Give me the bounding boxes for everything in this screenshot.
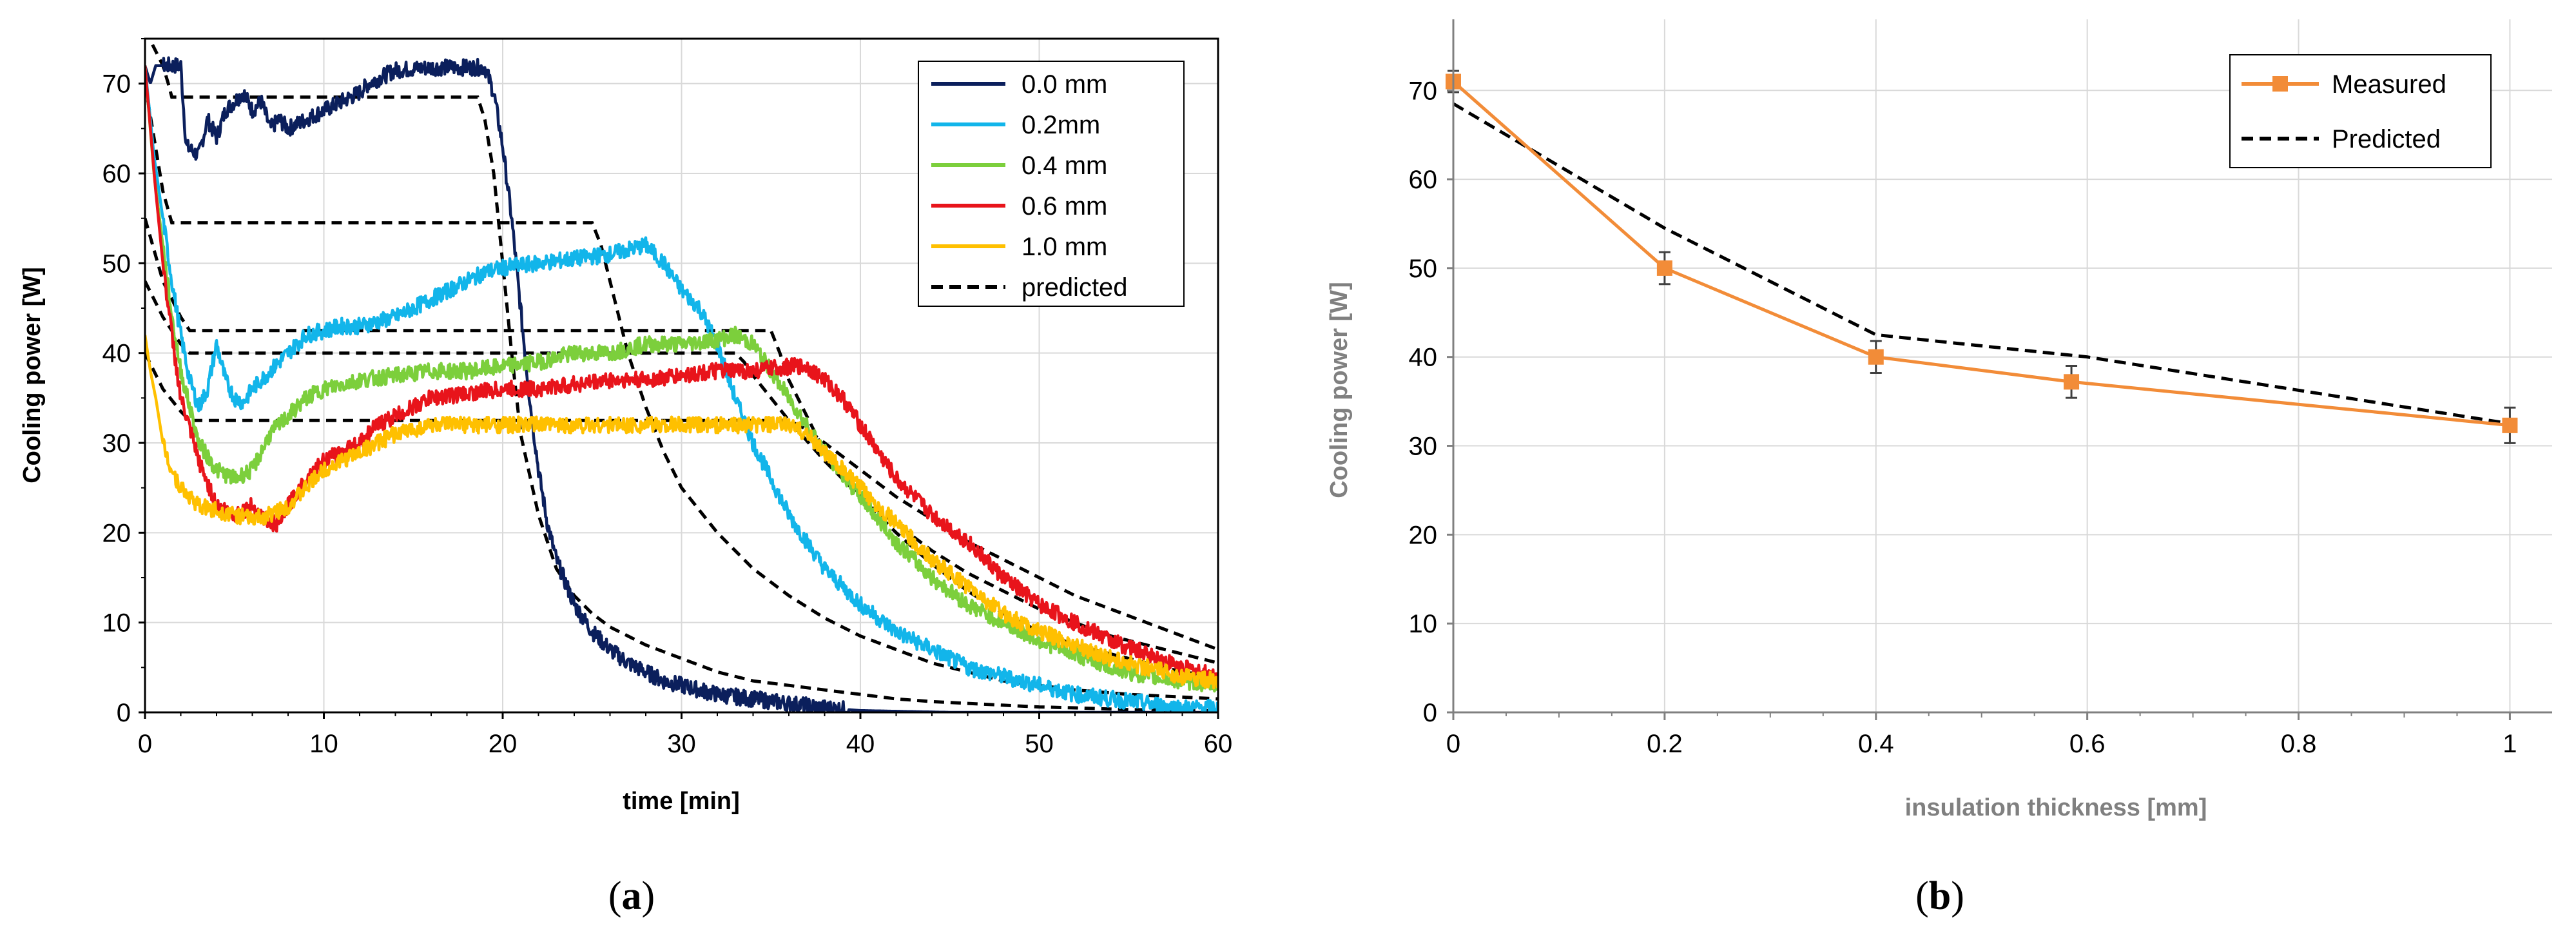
chart-a-y-axis-title: Cooling power [W] bbox=[19, 267, 46, 484]
chart-a-x-tick-label: 50 bbox=[1025, 730, 1054, 758]
chart-b-predicted-line bbox=[1452, 102, 2510, 425]
chart-a-x-tick-label: 0 bbox=[138, 730, 152, 758]
chart-b-measured-marker bbox=[2064, 374, 2080, 390]
chart-a-y-tick-label: 10 bbox=[102, 609, 131, 638]
chart-b-x-axis-title: insulation thickness [mm] bbox=[1905, 794, 2207, 821]
chart-a-y-tick-label: 0 bbox=[117, 699, 131, 727]
chart-b-x-tick-label: 1 bbox=[2503, 730, 2517, 758]
chart-b: 0 10 20 30 40 50 60 70 0 0.2 0.4 0.6 0.8 1 insulatio… bbox=[1326, 19, 2552, 821]
chart-a-y-tick-label: 60 bbox=[102, 160, 131, 188]
caption-a: (a) bbox=[608, 874, 655, 918]
chart-b-x-tick-label: 0.6 bbox=[2069, 730, 2106, 758]
chart-a-legend-label: 0.2mm bbox=[1022, 111, 1100, 139]
chart-a-y-tick-label: 30 bbox=[102, 429, 131, 458]
chart-a-x-axis-title: time [min] bbox=[623, 788, 740, 815]
chart-b-y-tick-label: 60 bbox=[1409, 166, 1438, 194]
chart-b-x-tick-label: 0.2 bbox=[1647, 730, 1683, 758]
chart-a-legend-label: 0.0 mm bbox=[1022, 70, 1107, 99]
chart-a-predicted-line bbox=[145, 83, 1218, 701]
chart-b-legend-marker bbox=[2272, 76, 2288, 92]
chart-a-predicted-line bbox=[148, 39, 1218, 712]
chart-b-y-tick-label: 0 bbox=[1423, 699, 1437, 727]
chart-b-legend-label: Predicted bbox=[2332, 125, 2441, 153]
chart-a-legend-box bbox=[918, 61, 1185, 307]
chart-b-y-tick-label: 20 bbox=[1409, 521, 1438, 549]
chart-b-measured-marker bbox=[1656, 260, 1672, 276]
chart-a-legend-label: 0.6 mm bbox=[1022, 192, 1107, 220]
chart-a-series-line bbox=[145, 65, 1218, 693]
chart-a-y-tick-label: 20 bbox=[102, 519, 131, 547]
chart-a-y-tick-label: 50 bbox=[102, 249, 131, 278]
chart-a-legend: 0.0 mm 0.2mm 0.4 mm 0.6 mm 1.0 mm predicted bbox=[918, 61, 1185, 307]
chart-b-measured-marker bbox=[1868, 349, 1884, 365]
chart-a-predicted-line bbox=[145, 352, 1218, 651]
chart-b-y-tick-label: 40 bbox=[1409, 344, 1438, 372]
chart-a-y-tick-label: 70 bbox=[102, 70, 131, 99]
chart-a-series-line bbox=[145, 65, 1218, 712]
chart-a-x-tick-label: 20 bbox=[489, 730, 518, 758]
chart-a-x-tick-label: 60 bbox=[1204, 730, 1233, 758]
chart-a-series bbox=[145, 56, 1218, 712]
chart-b-y-tick-label: 30 bbox=[1409, 433, 1438, 461]
chart-b-x-ticks: 0 0.2 0.4 0.6 0.8 1 bbox=[1446, 712, 2517, 758]
chart-b-legend-box bbox=[2229, 54, 2492, 168]
chart-a-series-line bbox=[145, 335, 1218, 690]
chart-b-measured-marker bbox=[2502, 417, 2518, 433]
chart-b-x-tick-label: 0.8 bbox=[2281, 730, 2317, 758]
chart-b-y-ticks: 0 10 20 30 40 50 60 70 bbox=[1409, 77, 1453, 727]
chart-b-y-tick-label: 10 bbox=[1409, 610, 1438, 638]
chart-a-x-tick-label: 30 bbox=[667, 730, 696, 758]
chart-a-legend-label: predicted bbox=[1022, 273, 1128, 302]
chart-a-series-line bbox=[145, 56, 1218, 712]
chart-a-x-tick-label: 40 bbox=[846, 730, 875, 758]
chart-b-y-tick-label: 50 bbox=[1409, 255, 1438, 283]
chart-b-legend: Measured Predicted bbox=[2229, 54, 2492, 168]
chart-b-y-tick-label: 70 bbox=[1409, 77, 1438, 105]
caption-b: (b) bbox=[1915, 874, 1964, 918]
chart-a-x-ticks: 0 10 20 30 40 50 60 bbox=[138, 712, 1232, 758]
chart-a-y-ticks: 0 10 20 30 40 50 60 70 bbox=[102, 38, 145, 727]
chart-b-x-tick-label: 0.4 bbox=[1858, 730, 1894, 758]
chart-b-y-axis-title: Cooling power [W] bbox=[1326, 282, 1353, 498]
chart-a: 0 10 20 30 40 50 60 70 0 10 20 30 40 50 60 time [min]… bbox=[19, 37, 1232, 815]
chart-a-legend-label: 1.0 mm bbox=[1022, 233, 1107, 261]
chart-a-legend-label: 0.4 mm bbox=[1022, 151, 1107, 180]
chart-a-predicted-line bbox=[145, 218, 1218, 678]
chart-a-y-tick-label: 40 bbox=[102, 340, 131, 368]
chart-b-legend-label: Measured bbox=[2332, 70, 2446, 99]
chart-a-x-tick-label: 10 bbox=[309, 730, 338, 758]
chart-b-x-tick-label: 0 bbox=[1446, 730, 1460, 758]
